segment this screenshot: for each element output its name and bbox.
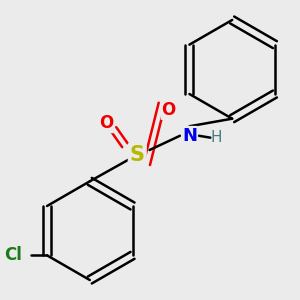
Text: S: S — [130, 145, 145, 165]
Text: H: H — [210, 130, 222, 145]
Text: N: N — [182, 127, 197, 145]
Text: O: O — [161, 101, 176, 119]
Text: O: O — [99, 114, 113, 132]
Text: Cl: Cl — [4, 246, 22, 264]
